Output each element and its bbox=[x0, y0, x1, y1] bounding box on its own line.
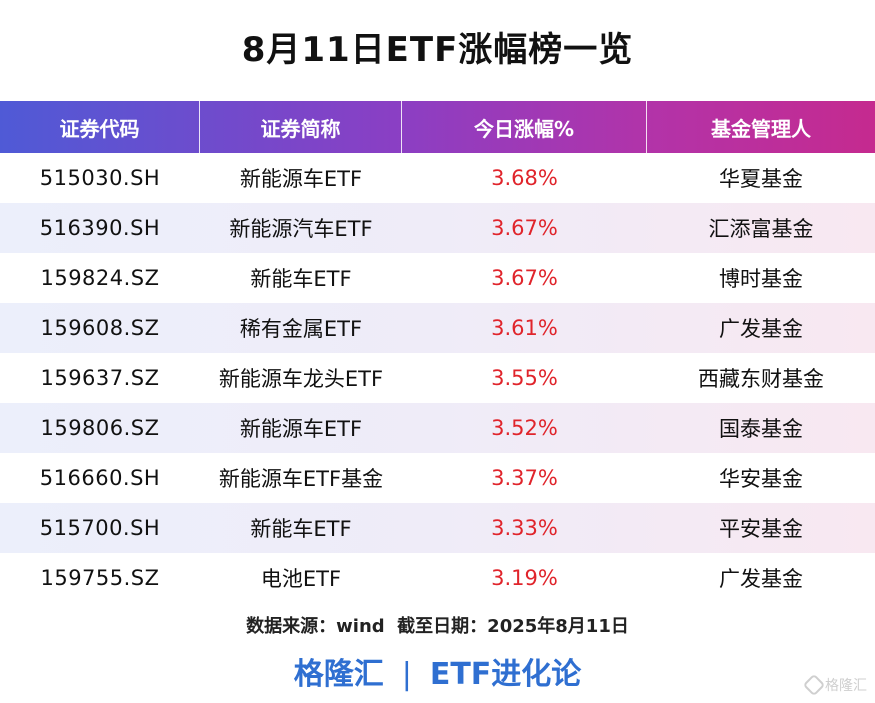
cell-code: 159637.SZ bbox=[40, 366, 160, 390]
page-title: 8月11日ETF涨幅榜一览 bbox=[241, 30, 634, 70]
brand-separator: | bbox=[401, 657, 412, 692]
cell-change: 3.67% bbox=[491, 266, 558, 290]
cell-change: 3.67% bbox=[491, 216, 558, 240]
cell-manager: 广发基金 bbox=[719, 317, 803, 341]
cell-change: 3.37% bbox=[491, 466, 558, 490]
cell-manager: 华安基金 bbox=[719, 467, 803, 491]
cell-name: 电池ETF bbox=[260, 567, 342, 591]
cell-name: 新能源汽车ETF bbox=[229, 217, 373, 241]
brand-footer: 格隆汇 | ETF进化论 bbox=[0, 655, 875, 695]
cell-change: 3.33% bbox=[491, 516, 558, 540]
cell-code: 516390.SH bbox=[39, 216, 161, 240]
cell-manager: 华夏基金 bbox=[719, 167, 803, 191]
cell-name: 新能源车ETF bbox=[239, 167, 363, 191]
cell-manager: 广发基金 bbox=[719, 567, 803, 591]
cell-code: 159806.SZ bbox=[40, 416, 160, 440]
cell-change: 3.52% bbox=[491, 416, 558, 440]
cell-name: 新能车ETF bbox=[250, 517, 352, 541]
cell-change: 3.68% bbox=[491, 166, 558, 190]
table-row: 159608.SZ 稀有金属ETF 3.61% 广发基金 bbox=[0, 303, 875, 353]
watermark: 格隆汇 bbox=[802, 673, 867, 697]
cell-manager: 国泰基金 bbox=[719, 417, 803, 441]
table-row: 515700.SH 新能车ETF 3.33% 平安基金 bbox=[0, 503, 875, 553]
cell-manager: 平安基金 bbox=[719, 517, 803, 541]
cell-name: 稀有金属ETF bbox=[239, 317, 363, 341]
cell-manager: 西藏东财基金 bbox=[698, 367, 824, 391]
table-row: 159824.SZ 新能车ETF 3.67% 博时基金 bbox=[0, 253, 875, 303]
column-header-manager: 基金管理人 bbox=[711, 116, 811, 141]
cell-name: 新能源车ETF bbox=[239, 417, 363, 441]
table-row: 159637.SZ 新能源车龙头ETF 3.55% 西藏东财基金 bbox=[0, 353, 875, 403]
logo-icon bbox=[802, 673, 826, 697]
cell-manager: 汇添富基金 bbox=[708, 217, 814, 241]
cell-change: 3.61% bbox=[491, 316, 558, 340]
cell-name: 新能车ETF bbox=[250, 267, 352, 291]
cell-code: 515700.SH bbox=[39, 516, 161, 540]
data-source-note: 数据来源：wind 截至日期：2025年8月11日 bbox=[246, 616, 629, 637]
column-header-name: 证券简称 bbox=[200, 101, 402, 153]
table-row: 516390.SH 新能源汽车ETF 3.67% 汇添富基金 bbox=[0, 203, 875, 253]
cell-change: 3.55% bbox=[491, 366, 558, 390]
cell-code: 159755.SZ bbox=[40, 566, 160, 590]
brand-name: 格隆汇 bbox=[293, 657, 384, 692]
table-row: 159755.SZ 电池ETF 3.19% 广发基金 bbox=[0, 553, 875, 603]
table-row: 515030.SH 新能源车ETF 3.68% 华夏基金 bbox=[0, 153, 875, 203]
cell-name: 新能源车龙头ETF bbox=[218, 367, 384, 391]
cell-code: 515030.SH bbox=[39, 166, 161, 190]
cell-name: 新能源车ETF基金 bbox=[218, 467, 384, 491]
cell-manager: 博时基金 bbox=[719, 267, 803, 291]
cell-code: 516660.SH bbox=[39, 466, 161, 490]
table-header: 证券代码 证券简称 今日涨幅% 基金管理人 bbox=[0, 101, 875, 153]
cell-code: 159608.SZ bbox=[40, 316, 160, 340]
watermark-text: 格隆汇 bbox=[825, 678, 867, 694]
cell-code: 159824.SZ bbox=[40, 266, 160, 290]
table-row: 159806.SZ 新能源车ETF 3.52% 国泰基金 bbox=[0, 403, 875, 453]
etf-ranking-table: 证券代码 证券简称 今日涨幅% 基金管理人 515030.SH 新能源车ETF … bbox=[0, 101, 875, 603]
column-header-change: 今日涨幅% bbox=[402, 101, 647, 153]
column-header-code: 证券代码 bbox=[0, 101, 200, 153]
cell-change: 3.19% bbox=[491, 566, 558, 590]
table-row: 516660.SH 新能源车ETF基金 3.37% 华安基金 bbox=[0, 453, 875, 503]
brand-column-name: ETF进化论 bbox=[429, 657, 582, 692]
